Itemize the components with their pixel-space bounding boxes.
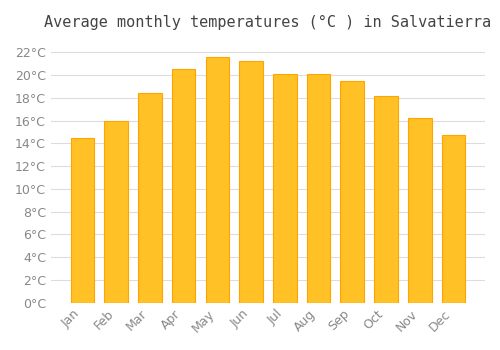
Bar (138, 93, 162, 303)
Bar (374, 96, 398, 303)
Bar (240, 61, 263, 303)
Bar (206, 57, 229, 303)
Bar (104, 120, 128, 303)
Bar (442, 135, 466, 303)
Bar (172, 69, 196, 303)
Bar (306, 74, 330, 303)
Title: Average monthly temperatures (°C ) in Salvatierra: Average monthly temperatures (°C ) in Sa… (44, 15, 492, 30)
Bar (340, 81, 364, 303)
Bar (408, 118, 432, 303)
Bar (70, 138, 94, 303)
Bar (273, 74, 296, 303)
